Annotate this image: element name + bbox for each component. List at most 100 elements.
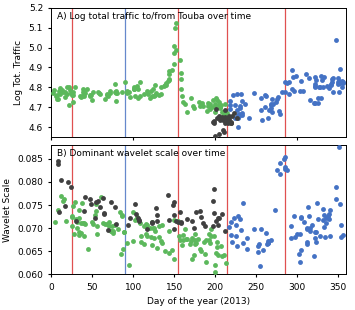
Point — [251, 226, 257, 231]
Point — [87, 196, 93, 201]
Point — [210, 199, 216, 204]
Point — [102, 211, 107, 216]
Point — [273, 100, 279, 104]
Point — [68, 184, 74, 189]
Point — [152, 92, 158, 97]
Point — [217, 100, 222, 105]
Point — [289, 68, 295, 73]
Point — [62, 204, 68, 209]
Point — [149, 89, 154, 94]
Point — [214, 218, 219, 223]
Point — [77, 93, 82, 98]
Point — [158, 239, 164, 244]
Point — [238, 91, 244, 96]
Point — [175, 219, 181, 224]
Point — [236, 112, 242, 117]
Point — [220, 117, 226, 122]
Point — [216, 132, 222, 137]
Point — [216, 216, 222, 221]
Point — [147, 96, 152, 101]
Point — [277, 160, 283, 165]
Point — [279, 89, 285, 94]
Point — [212, 186, 217, 191]
Point — [113, 221, 118, 226]
Point — [274, 96, 280, 101]
Point — [104, 92, 109, 97]
Point — [95, 232, 100, 237]
Point — [81, 208, 87, 213]
Point — [297, 252, 302, 257]
Point — [201, 239, 207, 244]
Point — [178, 219, 184, 224]
Point — [79, 93, 85, 98]
Point — [80, 201, 85, 206]
Point — [237, 106, 243, 111]
Point — [239, 113, 245, 118]
Point — [173, 218, 179, 223]
Point — [54, 93, 60, 98]
Point — [233, 222, 239, 227]
Point — [84, 87, 89, 92]
Point — [163, 82, 169, 87]
Point — [67, 88, 73, 93]
Point — [217, 105, 223, 110]
Point — [215, 253, 221, 258]
Point — [316, 217, 321, 222]
Point — [113, 91, 119, 95]
Point — [219, 254, 225, 259]
Point — [108, 228, 114, 233]
Point — [214, 240, 220, 245]
Point — [268, 102, 274, 107]
Point — [232, 103, 238, 108]
Point — [288, 224, 294, 229]
Point — [89, 97, 95, 102]
Point — [226, 117, 232, 122]
Point — [201, 221, 206, 226]
Point — [150, 225, 156, 230]
Point — [257, 264, 263, 269]
Point — [238, 227, 244, 232]
Point — [152, 93, 157, 98]
Point — [226, 224, 232, 229]
Point — [98, 91, 103, 96]
Point — [192, 238, 198, 243]
Point — [65, 179, 71, 184]
Point — [329, 80, 334, 85]
Point — [166, 72, 172, 77]
Point — [108, 228, 114, 233]
Point — [319, 78, 325, 82]
Point — [306, 76, 312, 81]
Point — [197, 208, 203, 213]
Point — [219, 110, 225, 115]
Point — [234, 91, 240, 96]
Point — [328, 81, 334, 86]
Point — [62, 94, 67, 99]
Point — [189, 96, 194, 101]
Point — [69, 224, 75, 228]
Point — [327, 207, 333, 212]
Point — [284, 81, 289, 86]
Point — [169, 67, 175, 72]
Point — [127, 95, 132, 100]
Point — [147, 226, 153, 231]
Point — [339, 235, 344, 240]
Point — [290, 74, 296, 79]
Point — [124, 88, 130, 93]
Point — [171, 217, 177, 222]
Point — [113, 89, 118, 94]
Point — [138, 234, 144, 239]
Point — [191, 105, 197, 110]
Point — [121, 229, 127, 234]
Point — [197, 104, 203, 108]
Point — [340, 232, 346, 237]
Point — [203, 259, 209, 264]
Point — [70, 92, 76, 97]
Point — [324, 84, 330, 89]
Point — [262, 104, 268, 109]
Point — [281, 156, 286, 161]
Point — [299, 215, 304, 220]
Point — [59, 193, 64, 198]
Point — [294, 232, 300, 237]
Point — [236, 113, 242, 118]
Point — [87, 94, 93, 99]
